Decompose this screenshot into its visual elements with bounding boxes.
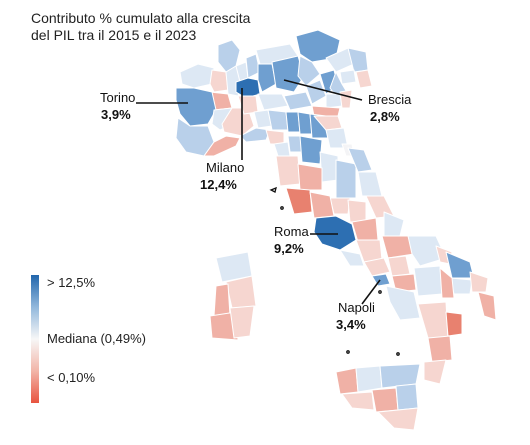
province-trento [297,55,321,87]
callout-line-napoli [361,279,381,305]
callout-lines [136,79,381,305]
province-biella [209,69,229,93]
legend-color-bar [31,275,39,403]
province-nuoro [225,275,257,309]
legend-low-label: < 0,10% [47,370,96,385]
province-lodi-cremona [257,93,289,111]
province-palermo [355,365,383,393]
legend-high-label: > 12,5% [47,275,96,290]
province-lucca [273,141,291,157]
province-reggio-calabria [423,359,447,385]
callout-city-torino: Torino [100,90,135,105]
callout-city-brescia: Brescia [368,92,412,107]
province-macerata-ascoli [357,171,383,197]
province-siena [297,163,323,191]
province-catanzaro-vibo [427,335,453,363]
island-aeolian [396,352,400,356]
callout-line-brescia [283,79,363,101]
map-title: Contributo % cumulato alla crescita del … [31,10,250,44]
island-elba [269,186,277,193]
province-cosenza [417,301,449,339]
province-trapani [335,367,359,395]
province-viterbo [309,191,335,219]
province-parma [267,109,289,131]
province-ragusa-siracusa [377,407,419,431]
province-cagliari [229,305,255,339]
province-chieti [383,211,405,237]
province-arezzo [319,151,339,183]
province-benevento [387,255,411,277]
province-foggia [407,235,447,267]
island-capri [378,290,382,294]
province-salerno [385,285,421,321]
callout-city-napoli: Napoli [338,300,375,315]
province-pisa-livorno [275,155,301,187]
province-pesaro-ancona [347,147,373,173]
legend-mid-label: Mediana (0,49%) [47,331,146,346]
province-agrigento [341,391,375,411]
province-trieste-gorizia [355,69,373,89]
province-caserta [363,257,391,277]
province-udine [347,47,369,73]
province-grosseto [285,187,313,215]
province-napoli [371,273,391,287]
province-bergamo [257,63,277,93]
callouts: Torino 3,9% Milano 12,4% Brescia 2,8% Ro… [100,90,412,332]
province-torino [175,87,217,127]
province-brindisi [469,271,489,293]
province-venezia [339,89,353,109]
province-rieti [347,199,367,223]
province-latina [339,249,365,267]
province-lecce [477,291,497,321]
callout-value-napoli: 3,4% [336,317,366,332]
map-title-line-2: del PIL tra il 2015 e il 2023 [31,27,197,43]
province-matera [439,267,455,299]
callout-value-brescia: 2,8% [370,109,400,124]
province-la-spezia-massa [265,129,285,145]
province-crotone [445,311,463,337]
sardinia-provinces [209,251,257,341]
sicily-provinces [335,363,421,431]
province-potenza [413,265,443,297]
province-imperia-savona [203,135,241,157]
mainland-provinces [175,29,497,385]
province-oristano [213,283,231,317]
province-milano [235,77,261,99]
callout-city-milano: Milano [206,160,244,175]
island-giglio [280,206,284,210]
callout-value-roma: 9,2% [274,241,304,256]
callout-city-roma: Roma [274,224,309,239]
minor-islands [269,186,400,356]
province-aosta [179,63,215,89]
color-legend: > 12,5% Mediana (0,49%) < 0,10% [31,275,146,403]
province-firenze [299,135,323,165]
island-ustica [346,350,350,354]
province-catania [395,383,419,411]
province-pordenone [339,69,357,85]
province-mantova [283,91,313,111]
province-perugia [335,159,357,199]
callout-value-torino: 3,9% [101,107,131,122]
callout-value-milano: 12,4% [200,177,237,192]
province-avellino [391,273,417,293]
map-title-line-1: Contributo % cumulato alla crescita [31,10,251,26]
province-padova [325,93,343,109]
province-caltanissetta-enna [371,387,399,413]
